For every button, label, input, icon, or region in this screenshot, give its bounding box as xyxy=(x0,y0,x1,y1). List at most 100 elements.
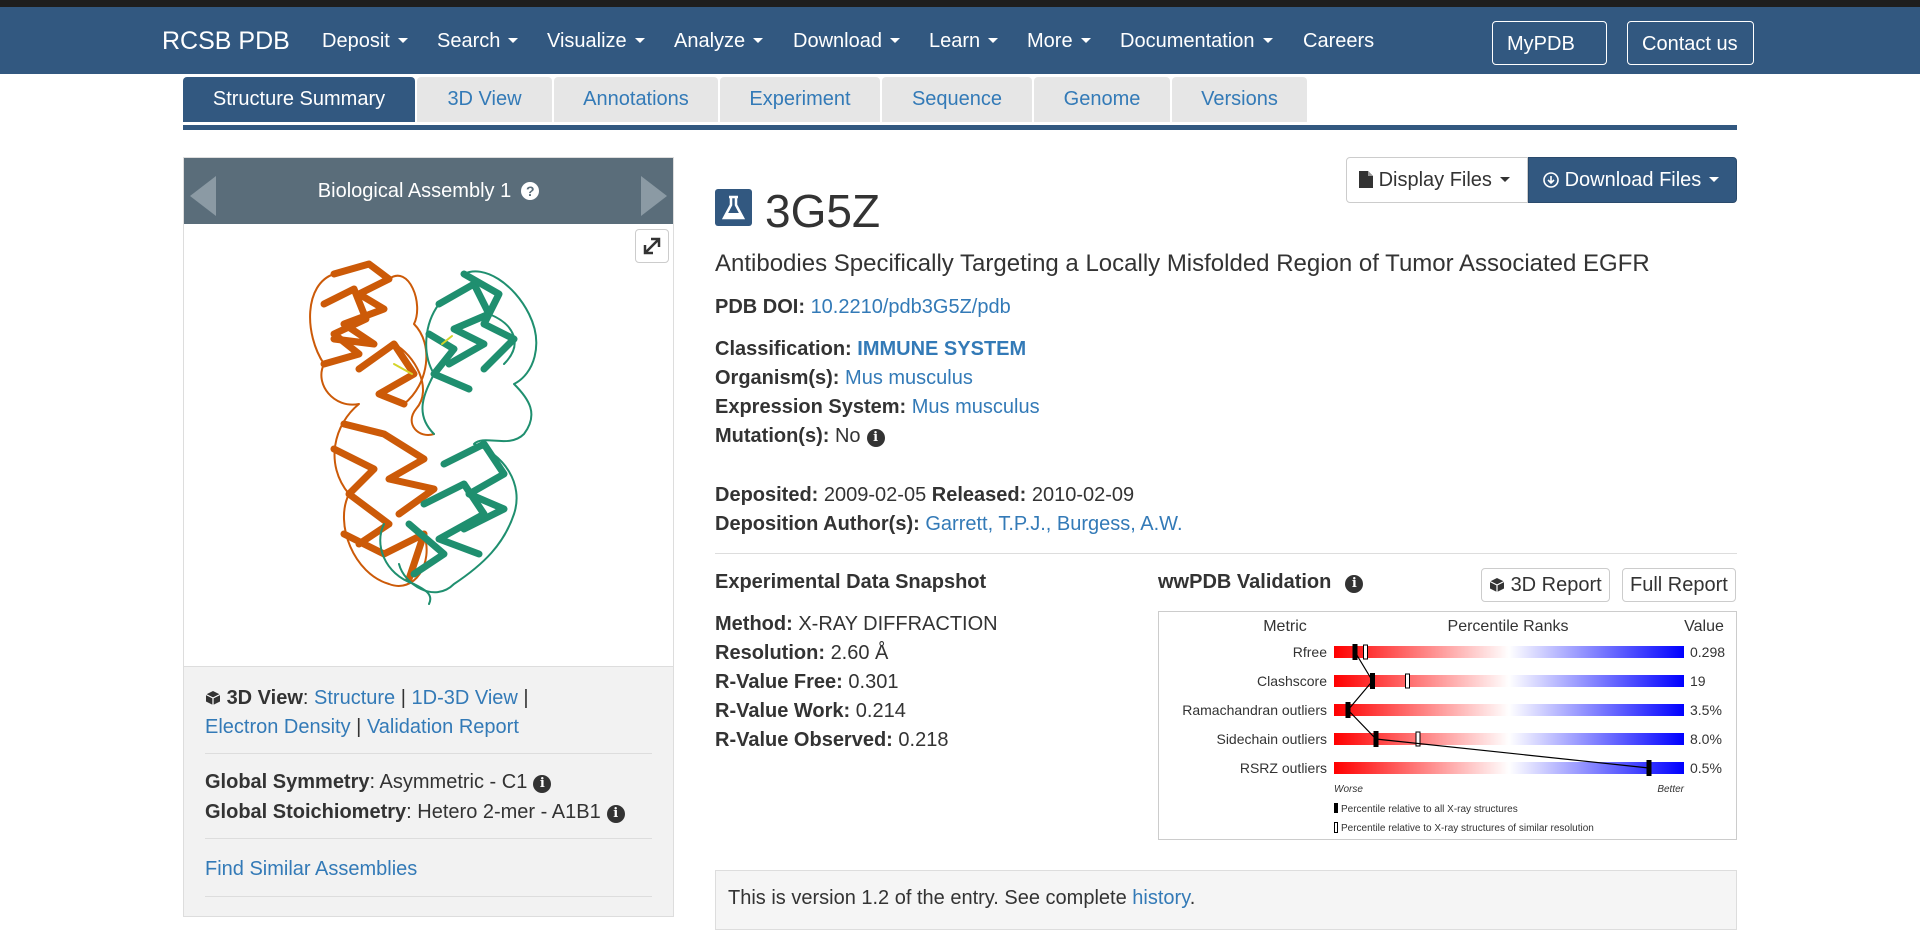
validation-slider-box[interactable]: Metric Percentile Ranks Value Rfree 0.298… xyxy=(1158,611,1737,840)
top-strip xyxy=(0,0,1920,7)
metric-name: Clashscore xyxy=(1257,673,1327,689)
metric-value: 8.0% xyxy=(1690,731,1722,747)
rwork-field: R-Value Work: 0.214 xyxy=(715,700,906,722)
metric-name: Rfree xyxy=(1293,644,1327,660)
col-metric: Metric xyxy=(1263,618,1307,635)
find-similar-assemblies-link[interactable]: Find Similar Assemblies xyxy=(205,858,418,880)
tab-experiment[interactable]: Experiment xyxy=(720,77,880,122)
col-value: Value xyxy=(1684,618,1724,635)
percentile-bar xyxy=(1334,733,1684,745)
validation-heading: wwPDB Validation i xyxy=(1158,571,1364,594)
protein-ribbon-image xyxy=(309,260,538,605)
next-arrow-icon[interactable] xyxy=(641,176,667,216)
display-files-button[interactable]: Display Files xyxy=(1346,157,1528,203)
caret-down-icon xyxy=(1262,38,1273,44)
expression-link[interactable]: Mus musculus xyxy=(911,396,1040,418)
better-label: Better xyxy=(1657,784,1684,795)
view-label: 3D View xyxy=(226,687,303,709)
legend-similar-text: Percentile relative to X-ray structures … xyxy=(1341,823,1594,834)
tab-genome[interactable]: Genome xyxy=(1034,77,1170,122)
worse-label: Worse xyxy=(1334,784,1363,795)
view-links-line1: 3D View: Structure | 1D-3D View | xyxy=(205,687,529,710)
resolution-field: Resolution: 2.60 Å xyxy=(715,642,889,664)
tab-annotations[interactable]: Annotations xyxy=(554,77,718,122)
snapshot-heading: Experimental Data Snapshot xyxy=(715,571,987,593)
tab-versions[interactable]: Versions xyxy=(1172,77,1307,122)
nav-analyze[interactable]: Analyze xyxy=(674,30,764,53)
3d-report-button[interactable]: 3D Report xyxy=(1481,568,1610,602)
divider xyxy=(205,753,652,754)
cube-icon xyxy=(1489,578,1505,592)
doi-link[interactable]: 10.2210/pdb3G5Z/pdb xyxy=(810,296,1011,318)
info-icon[interactable]: i xyxy=(866,429,885,447)
classification-field: Classification: IMMUNE SYSTEM xyxy=(715,338,1027,360)
rfree-field: R-Value Free: 0.301 xyxy=(715,671,899,693)
metric-value: 3.5% xyxy=(1690,702,1722,718)
view-links-line2: Electron Density | Validation Report xyxy=(205,716,519,738)
flask-icon xyxy=(715,189,752,226)
validation-report-link[interactable]: Validation Report xyxy=(366,716,519,738)
previous-arrow-icon[interactable] xyxy=(190,176,216,216)
expression-field: Expression System: Mus musculus xyxy=(715,396,1040,418)
caret-down-icon xyxy=(397,38,408,44)
mypdb-button[interactable]: MyPDB xyxy=(1492,21,1607,91)
nav-documentation[interactable]: Documentation xyxy=(1120,30,1273,53)
metric-name: RSRZ outliers xyxy=(1240,760,1327,776)
download-files-button[interactable]: Download Files xyxy=(1528,157,1737,203)
download-circle-icon xyxy=(1543,172,1559,188)
author-link[interactable]: Burgess, A.W. xyxy=(1056,513,1183,535)
structure-image[interactable] xyxy=(184,224,673,667)
tab-sequence[interactable]: Sequence xyxy=(882,77,1032,122)
cube-icon xyxy=(205,691,221,705)
expand-icon[interactable] xyxy=(635,229,669,263)
percentile-bar xyxy=(1334,704,1684,716)
nav-search[interactable]: Search xyxy=(437,30,519,53)
nav-more[interactable]: More xyxy=(1027,30,1091,53)
validation-row: Rfree 0.298 xyxy=(1293,644,1725,660)
tab-3d-view[interactable]: 3D View xyxy=(417,77,552,122)
nav-learn[interactable]: Learn xyxy=(929,30,999,53)
global-symmetry: Global Symmetry: Asymmetric - C1 i xyxy=(205,771,552,794)
entry-tabs: Structure Summary 3D View Annotations Ex… xyxy=(183,77,1737,130)
robserved-field: R-Value Observed: 0.218 xyxy=(715,729,949,751)
divider xyxy=(715,553,1737,554)
info-icon[interactable]: i xyxy=(606,805,625,823)
validation-row: Clashscore 19 xyxy=(1257,673,1706,689)
history-link[interactable]: history xyxy=(1132,887,1190,909)
caret-down-icon xyxy=(1515,85,1525,91)
organism-field: Organism(s): Mus musculus xyxy=(715,367,973,389)
1d-3d-view-link[interactable]: 1D-3D View xyxy=(411,687,518,709)
global-stoichiometry: Global Stoichiometry: Hetero 2-mer - A1B… xyxy=(205,801,625,824)
nav-careers[interactable]: Careers xyxy=(1303,30,1375,52)
doi-field: PDB DOI: 10.2210/pdb3G5Z/pdb xyxy=(715,296,1011,318)
structure-link[interactable]: Structure xyxy=(314,687,396,709)
caret-down-icon xyxy=(753,38,764,44)
metric-name: Sidechain outliers xyxy=(1216,731,1327,747)
nav-visualize[interactable]: Visualize xyxy=(547,30,645,53)
version-note: This is version 1.2 of the entry. See co… xyxy=(715,870,1737,930)
classification-link[interactable]: IMMUNE SYSTEM xyxy=(857,338,1027,360)
similar-percentile-marker xyxy=(1415,731,1421,747)
divider xyxy=(205,896,652,897)
entry-title: Antibodies Specifically Targeting a Loca… xyxy=(715,250,1650,277)
nav-deposit[interactable]: Deposit xyxy=(322,30,408,53)
organism-link[interactable]: Mus musculus xyxy=(845,367,973,389)
caret-down-icon xyxy=(1499,177,1510,183)
mutation-field: Mutation(s): No i xyxy=(715,425,885,448)
contact-button[interactable]: Contact us xyxy=(1627,21,1754,65)
info-icon[interactable]: i xyxy=(1345,575,1364,593)
brand-logo[interactable]: RCSB PDB xyxy=(162,27,290,55)
electron-density-link[interactable]: Electron Density xyxy=(205,716,351,738)
full-report-button[interactable]: Full Report xyxy=(1622,568,1736,602)
tab-structure-summary[interactable]: Structure Summary xyxy=(183,77,415,122)
entry-id: 3G5Z xyxy=(765,185,881,237)
caret-down-icon xyxy=(634,38,645,44)
percentile-connector-line xyxy=(1347,651,1650,769)
authors-field: Deposition Author(s): Garrett, T.P.J., B… xyxy=(715,513,1183,535)
method-field: Method: X-RAY DIFFRACTION xyxy=(715,613,998,635)
nav-download[interactable]: Download xyxy=(793,30,900,53)
help-icon[interactable]: ? xyxy=(521,182,540,200)
author-link[interactable]: Garrett, T.P.J., xyxy=(925,513,1052,535)
metric-name: Ramachandran outliers xyxy=(1182,702,1327,718)
info-icon[interactable]: i xyxy=(533,775,552,793)
